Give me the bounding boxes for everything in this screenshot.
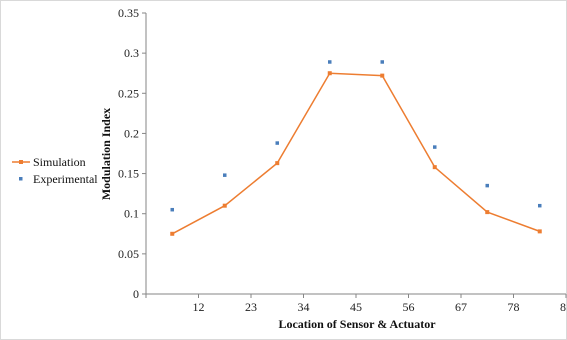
legend: Simulation Experimental (12, 155, 98, 186)
y-tick-label: 0.15 (118, 167, 139, 181)
simulation-series-line (171, 72, 541, 235)
simulation-data-point (485, 210, 490, 215)
x-tick-label: 45 (350, 300, 362, 314)
x-tick-label: 23 (245, 300, 257, 314)
simulation-data-point (170, 231, 175, 236)
legend-item-experimental: Experimental (19, 172, 98, 186)
x-tick-label: 34 (298, 300, 310, 314)
simulation-data-point (222, 203, 227, 208)
simulation-data-point (537, 229, 542, 234)
y-tick-label: 0.1 (124, 207, 139, 221)
simulation-data-point (327, 71, 332, 76)
experimental-data-point (485, 183, 489, 188)
y-tick-label: 0 (133, 287, 139, 301)
y-tick-label: 0.35 (118, 6, 139, 20)
experimental-data-point (380, 60, 384, 64)
legend-item-simulation: Simulation (12, 155, 86, 169)
simulation-data-point (380, 73, 385, 78)
x-tick-label: 78 (508, 300, 520, 314)
y-tick-label: 0.05 (118, 247, 139, 261)
x-tick-label: 81 (560, 300, 567, 314)
y-tick-label: 0.2 (124, 126, 139, 140)
simulation-data-point (432, 165, 437, 170)
experimental-data-point (170, 207, 174, 212)
x-tick-label: 67 (455, 300, 467, 314)
experimental-data-point (328, 60, 332, 64)
y-tick-label: 0.3 (124, 46, 139, 60)
experimental-data-point (275, 141, 279, 145)
x-tick-label: 12 (193, 300, 205, 314)
plot-area: 0 0.05 0.1 0.15 0.2 0.25 0.3 0.35 12 23 34 45 56 67 78… (118, 6, 567, 314)
experimental-data-point (538, 203, 542, 208)
legend-simulation-marker (19, 160, 23, 164)
x-tick-label: 56 (403, 300, 415, 314)
x-axis-title: Location of Sensor & Actuator (278, 317, 436, 331)
legend-experimental-marker (19, 177, 23, 181)
experimental-data-point (433, 145, 437, 149)
y-tick-label: 0.25 (118, 86, 139, 100)
legend-simulation-label: Simulation (33, 155, 86, 169)
experimental-data-point (223, 173, 227, 177)
simulation-data-point (275, 161, 280, 166)
legend-experimental-label: Experimental (33, 172, 98, 186)
y-axis-title: Modulation Index (99, 108, 113, 200)
